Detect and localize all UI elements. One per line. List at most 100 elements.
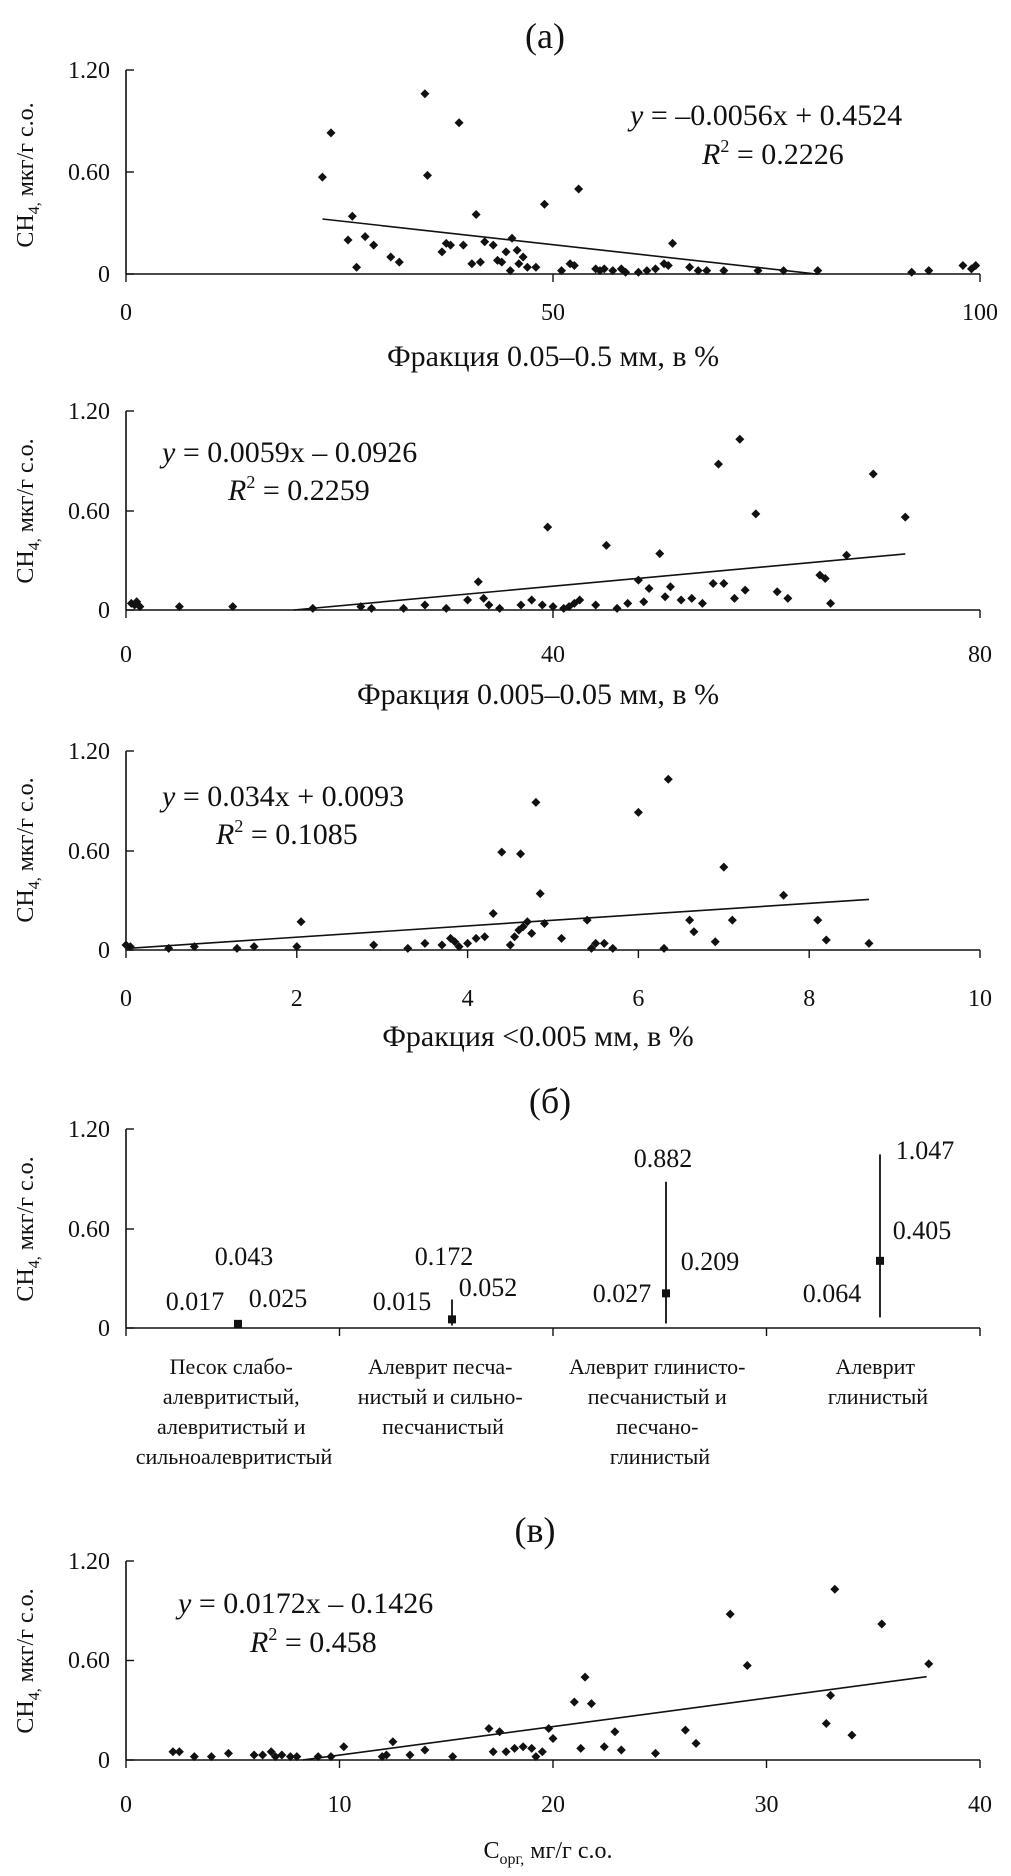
chart-2-eq-rhs: = 0.0059x – 0.0926 [175, 436, 417, 469]
chart-4-category-0-line-1: алевритистый, [163, 1384, 300, 1409]
chart-3-y-label-rest: мкг/г с.о. [13, 777, 39, 877]
chart-1-point [779, 266, 789, 276]
chart-2-equation: y = 0.0059x – 0.0926 [159, 436, 417, 469]
chart-4-max-label-2: 0.882 [634, 1144, 693, 1173]
chart-2-point [719, 578, 729, 588]
chart-2-point [537, 600, 547, 610]
panel-label-a: (а) [525, 16, 565, 56]
chart-1-y-label-sub: 4, [26, 202, 43, 214]
chart-3-ytick-label-2: 1.20 [68, 739, 110, 765]
chart-2-r2-main: R [227, 474, 246, 507]
chart-5-point [420, 1745, 430, 1755]
chart-4-category-3-line-0: Алеврит [836, 1354, 916, 1379]
chart-5-point [339, 1742, 349, 1752]
chart-5-ytick-label-2: 1.20 [68, 1549, 110, 1575]
chart-4-ytick-label-0: 0 [98, 1316, 110, 1342]
chart-2-point [473, 577, 483, 587]
chart-1-y-ticks: 0 0.60 1.20 [68, 58, 134, 288]
chart-1-point [360, 232, 370, 242]
chart-2-point [591, 600, 601, 610]
chart-2-y-ticks: 0 0.60 1.20 [68, 399, 134, 624]
chart-2-x-ticks: 0 40 80 [120, 610, 992, 668]
chart-3-point [505, 940, 515, 950]
chart-4-max-label-1: 0.172 [415, 1242, 474, 1271]
chart-3-point [249, 942, 259, 952]
chart-5-point [576, 1743, 586, 1753]
chart-1-point [369, 240, 379, 250]
chart-1-point [642, 266, 652, 276]
chart-2-y-label-sub: 4, [26, 538, 43, 550]
chart-1-trendline [322, 218, 818, 275]
chart-4-mean-marker [876, 1256, 884, 1265]
chart-1-point [633, 267, 643, 277]
chart-4-category-1-line-2: песчанистый [382, 1414, 504, 1439]
chart-1-point [907, 267, 917, 277]
chart-1-point [497, 257, 507, 267]
chart-3-point [586, 943, 596, 953]
chart-5-equation: y = 0.0172x – 0.1426 [175, 1587, 433, 1620]
chart-1-xtick-label-2: 100 [962, 300, 998, 326]
chart-5-point [544, 1723, 554, 1733]
chart-1-point [569, 261, 579, 270]
chart-4-category-labels: Песок слабо- алевритистый, алевритистый … [136, 1354, 929, 1469]
chart-3-xtick-label-5: 10 [968, 986, 992, 1012]
chart-2-point [708, 578, 718, 588]
chart-1-point [753, 266, 763, 276]
chart-3-y-axis-label: CH4, мкг/г с.о. [13, 777, 43, 922]
chart-5-y-axis-label: CH4, мкг/г с.о. [13, 1588, 43, 1733]
chart-2-point [697, 598, 707, 608]
chart-5-point [206, 1752, 216, 1762]
chart-5-points [168, 1584, 934, 1762]
chart-5-point [501, 1747, 511, 1757]
chart-2-point [826, 598, 836, 608]
chart-5-eq-y: y [175, 1587, 192, 1620]
chart-3-xtick-label-2: 4 [462, 986, 474, 1012]
chart-4-category-2-line-0: Алеврит глинисто- [569, 1354, 746, 1379]
chart-2-point [676, 595, 686, 605]
chart-2-point [900, 512, 910, 522]
chart-2-points [126, 434, 910, 613]
chart-4-max-label-3: 1.047 [896, 1136, 955, 1165]
chart-3-xtick-label-0: 0 [120, 986, 132, 1012]
chart-4-y-label-sub: 4, [26, 1256, 43, 1268]
chart-5-y-ticks: 0 0.60 1.20 [68, 1549, 134, 1774]
chart-3: CH4, мкг/г с.о. 0 0.60 1.20 0 2 4 6 8 10… [13, 739, 992, 1053]
chart-1-point [437, 247, 447, 257]
chart-1-point [693, 266, 703, 276]
chart-3-point [420, 938, 430, 948]
chart-5-point [924, 1659, 934, 1669]
chart-2-point [441, 603, 451, 613]
chart-3-point [292, 942, 302, 952]
chart-5-point [725, 1609, 735, 1619]
chart-3-ytick-label-1: 0.60 [68, 839, 110, 865]
chart-3-r2-main: R [215, 818, 234, 851]
chart-2-point [639, 597, 649, 607]
chart-2-point [783, 593, 793, 603]
chart-1-point [446, 240, 456, 250]
chart-5-r2: R2 = 0.458 [249, 1624, 377, 1659]
chart-5-point [610, 1727, 620, 1737]
chart-2-point [735, 434, 745, 444]
chart-4-mean-marker [448, 1315, 456, 1324]
chart-3-point [663, 774, 673, 784]
chart-2-point [367, 603, 377, 613]
chart-2-xtick-label-0: 0 [120, 642, 132, 668]
chart-1-point [347, 211, 357, 221]
chart-4-y-axis-label: CH4, мкг/г с.о. [13, 1156, 43, 1301]
chart-3-point [710, 937, 720, 947]
chart-5: CH4, мкг/г с.о. 0 0.60 1.20 0 10 20 30 4… [13, 1549, 992, 1868]
chart-5-point [292, 1752, 302, 1762]
chart-4-category-0-line-2: алевритистый и [157, 1414, 306, 1439]
chart-2-point [463, 595, 473, 605]
chart-3-point [591, 938, 601, 948]
chart-2-point [575, 595, 585, 605]
chart-1-point [420, 89, 430, 99]
chart-4-value-labels: 0.043 0.017 0.025 0.172 0.015 0.052 0.88… [166, 1136, 955, 1316]
chart-3-eq-y: y [159, 780, 176, 813]
chart-5-point [510, 1743, 520, 1753]
chart-2-point [495, 603, 505, 613]
chart-3-point [539, 918, 549, 928]
chart-2-point [308, 603, 318, 613]
chart-4-mean-label-3: 0.405 [893, 1216, 952, 1245]
chart-3-y-label-main: CH [13, 889, 39, 922]
